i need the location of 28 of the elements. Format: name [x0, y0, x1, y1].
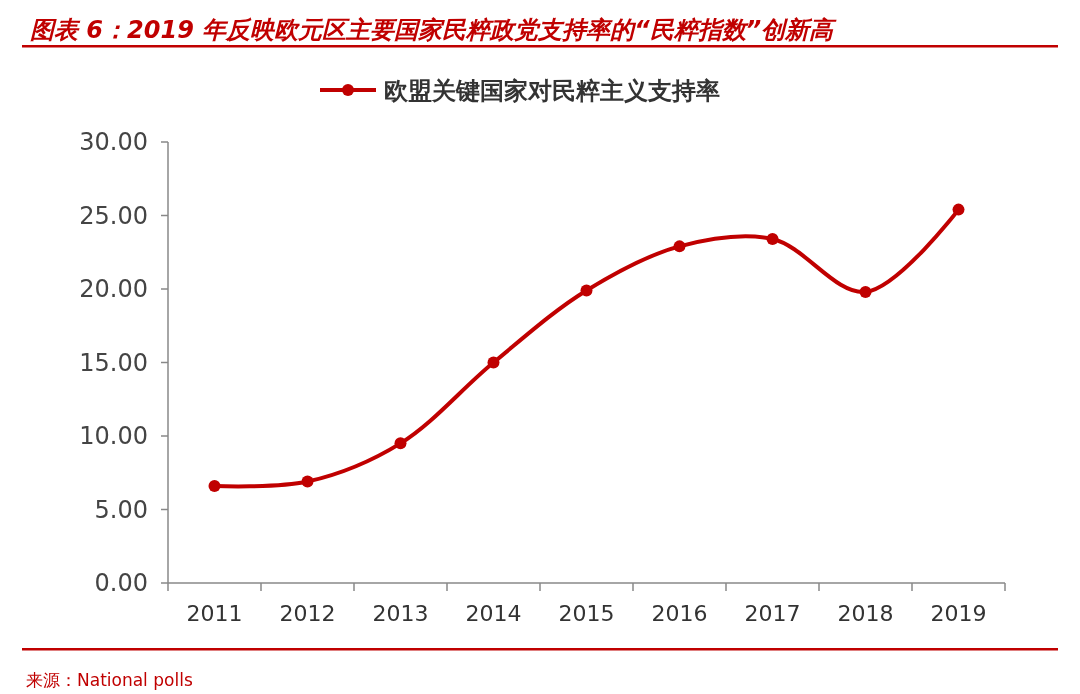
y-tick-label: 5.00 — [94, 495, 148, 524]
x-tick-label: 2013 — [372, 601, 429, 626]
source-note: 来源：National polls — [26, 670, 193, 690]
point — [766, 233, 779, 246]
legend-label: 欧盟关键国家对民粹主义支持率 — [384, 77, 720, 105]
x-tick-label: 2011 — [186, 601, 243, 626]
point — [394, 437, 407, 450]
chart-title: 图表 6：2019 年反映欧元区主要国家民粹政党支持率的“民粹指数”创新高 — [30, 16, 838, 44]
point — [301, 475, 314, 488]
y-tick-label: 0.00 — [94, 569, 148, 598]
y-tick-label: 15.00 — [79, 348, 148, 377]
point — [859, 285, 872, 298]
x-tick-label: 2016 — [651, 601, 708, 626]
y-tick-label: 30.00 — [79, 128, 148, 157]
y-tick-label: 10.00 — [79, 422, 148, 451]
y-tick-label: 20.00 — [79, 275, 148, 304]
point — [952, 203, 965, 216]
x-tick-label: 2017 — [744, 601, 801, 626]
x-tick-label: 2019 — [930, 601, 987, 626]
x-tick-label: 2018 — [837, 601, 894, 626]
point — [487, 356, 500, 369]
x-tick-label: 2012 — [279, 601, 336, 626]
point — [208, 479, 221, 492]
point — [580, 284, 593, 297]
y-tick-label: 25.00 — [79, 201, 148, 230]
point — [673, 240, 686, 253]
x-tick-label: 2015 — [558, 601, 615, 626]
x-tick-label: 2014 — [465, 601, 522, 626]
